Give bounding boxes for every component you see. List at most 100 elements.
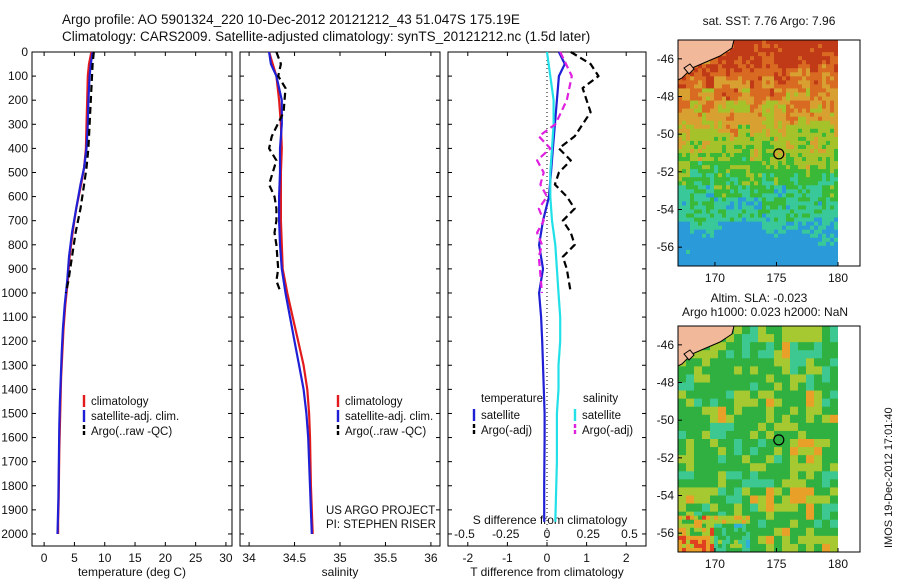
heatmap-cell [734,108,739,114]
heatmap-cell [806,148,811,154]
heatmap-cell [762,439,767,444]
heatmap-cell [834,499,839,504]
heatmap-cell [790,136,795,142]
heatmap-cell [794,334,799,339]
heatmap-cell [770,374,775,379]
heatmap-cell [778,366,783,371]
heatmap-cell [722,471,727,476]
heatmap-cell [806,213,811,218]
heatmap-cell [822,491,827,496]
heatmap-cell [746,88,751,93]
heatmap-cell [822,426,827,432]
heatmap-cell [770,539,775,545]
heatmap-cell [698,76,703,81]
heatmap-cell [682,426,687,432]
heatmap-cell [782,165,787,170]
heatmap-cell [762,487,767,492]
heatmap-cell [762,241,767,247]
heatmap-cell [698,221,703,227]
heatmap-cell [762,189,767,194]
heatmap-cell [726,148,731,154]
heatmap-cell [710,414,715,420]
sla-map-argo-location-marker [773,434,785,446]
heatmap-cell [686,439,691,444]
heatmap-cell [814,374,819,379]
heatmap-cell [754,245,759,251]
heatmap-cell [786,430,791,436]
heatmap-cell [770,398,775,404]
heatmap-cell [786,112,791,118]
heatmap-cell [798,92,803,97]
heatmap-cell [810,68,815,73]
heatmap-cell [818,426,823,432]
heatmap-cell [778,68,783,73]
heatmap-cell [698,261,703,267]
heatmap-cell [734,398,739,404]
heatmap-cell [810,338,815,343]
heatmap-cell [806,245,811,251]
heatmap-cell [810,189,815,194]
heatmap-cell [702,124,707,130]
heatmap-cell [802,543,807,549]
heatmap-cell [762,193,767,198]
heatmap-cell [786,92,791,97]
heatmap-cell [834,418,839,424]
heatmap-cell [714,434,719,440]
heatmap-cell [774,148,779,154]
heatmap-cell [742,382,747,387]
heatmap-cell [686,370,691,375]
y-tick-label: 1000 [1,286,28,300]
heatmap-cell [722,418,727,424]
heatmap-cell [706,495,711,500]
heatmap-cell [786,459,791,464]
heatmap-cell [826,185,831,190]
heatmap-cell [786,447,791,452]
heatmap-cell [782,398,787,404]
heatmap-cell [730,169,735,174]
heatmap-cell [754,120,759,126]
heatmap-cell [834,64,839,69]
heatmap-cell [698,104,703,110]
heatmap-cell [710,108,715,114]
heatmap-cell [758,531,763,537]
heatmap-cell [794,547,799,553]
heatmap-cell [702,511,707,517]
heatmap-cell [778,398,783,404]
heatmap-cell [702,366,707,371]
heatmap-cell [774,447,779,452]
heatmap-cell [686,386,691,391]
heatmap-cell [718,374,723,379]
heatmap-cell [742,447,747,452]
heatmap-cell [746,213,751,218]
heatmap-cell [742,507,747,513]
heatmap-cell [690,157,695,162]
heatmap-cell [814,56,819,61]
heatmap-cell [750,217,755,223]
heatmap-cell [830,213,835,218]
heatmap-cell [774,249,779,255]
heatmap-cell [718,92,723,97]
heatmap-cell [718,72,723,77]
heatmap-cell [782,132,787,138]
y-tick-label: 600 [8,190,28,204]
heatmap-cell [770,439,775,444]
heatmap-cell [730,241,735,247]
heatmap-cell [806,128,811,134]
heatmap-cell [754,531,759,537]
heatmap-cell [702,68,707,73]
heatmap-cell [718,132,723,138]
x-axis-label: temperature (deg C) [78,565,186,579]
heatmap-cell [758,96,763,101]
heatmap-cell [702,257,707,263]
heatmap-cell [782,56,787,61]
heatmap-cell [802,487,807,492]
heatmap-cell [694,72,699,77]
heatmap-cell [702,173,707,178]
heatmap-cell [742,334,747,339]
heatmap-cell [722,249,727,255]
heatmap-cell [822,422,827,428]
heatmap-cell [810,237,815,243]
heatmap-cell [830,140,835,146]
heatmap-cell [786,334,791,339]
